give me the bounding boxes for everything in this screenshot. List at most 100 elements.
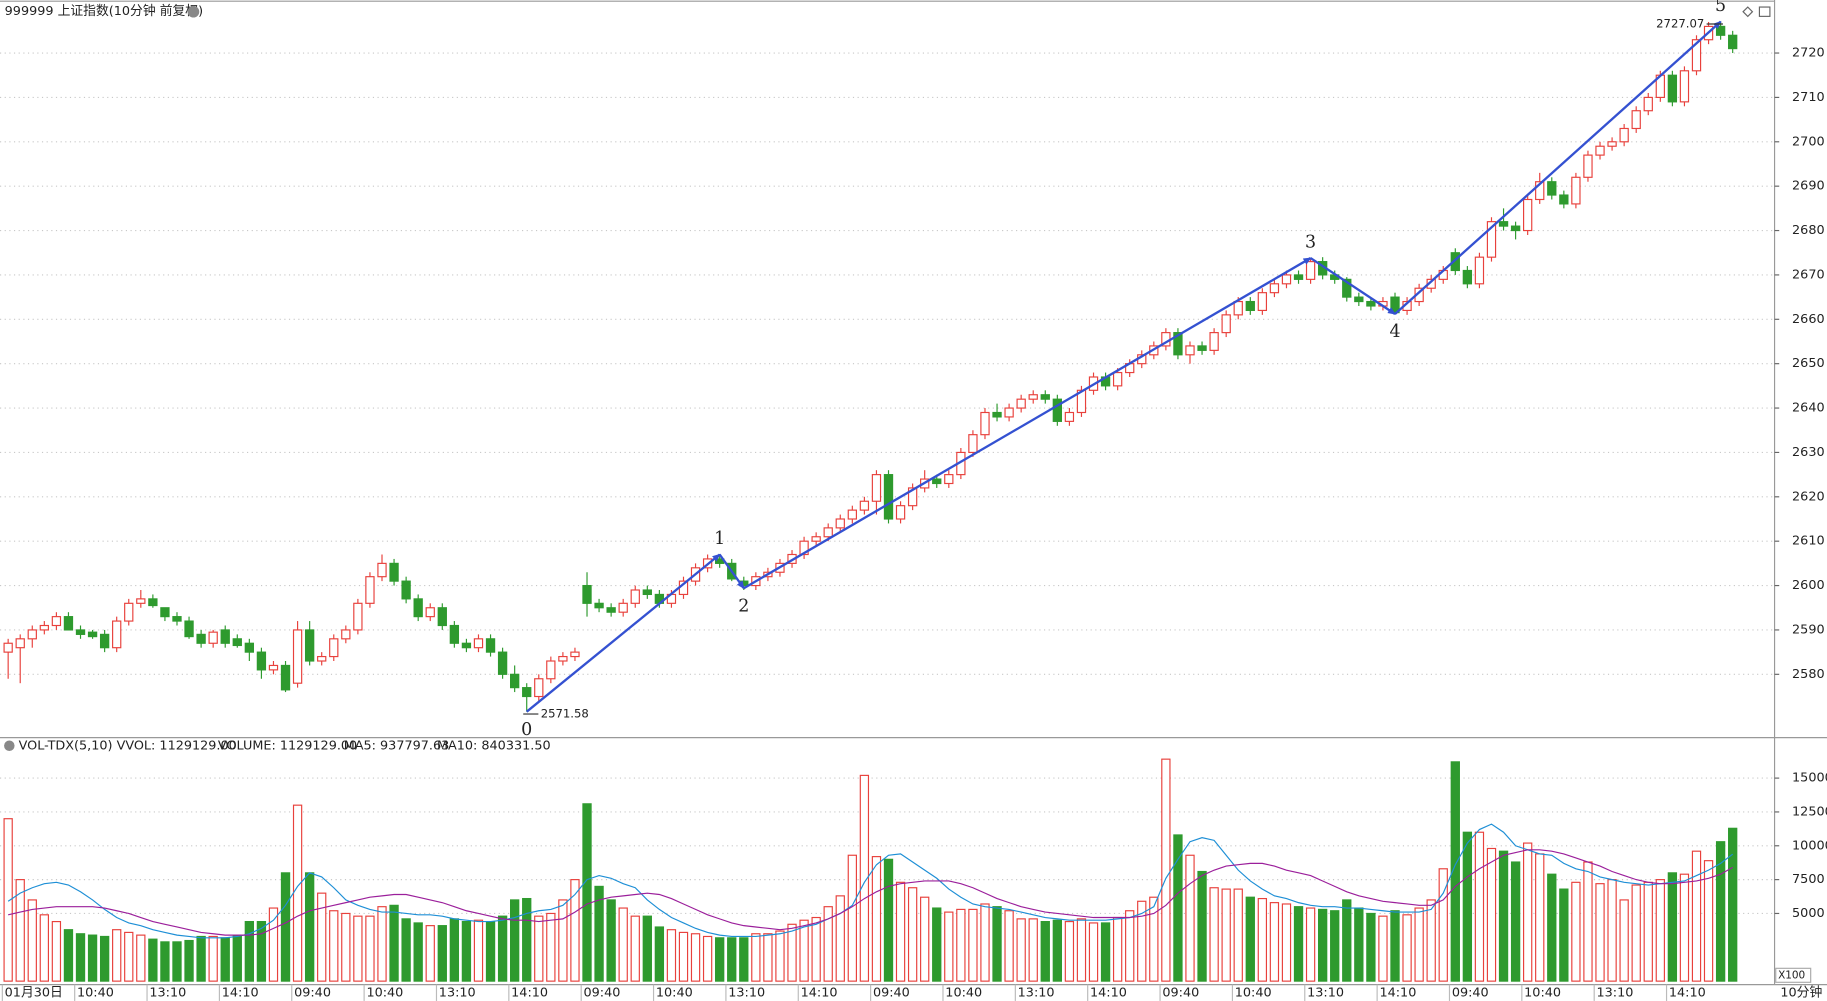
x-tick-label: 09:40	[1162, 985, 1199, 1000]
x-tick-label: 10:40	[656, 985, 693, 1000]
candle-body	[1547, 181, 1557, 196]
volume-bar	[1197, 870, 1207, 982]
volume-bar	[1559, 888, 1569, 982]
volume-bar	[1016, 918, 1026, 982]
volume-bar	[1112, 916, 1123, 982]
volume-bar	[932, 907, 942, 982]
candle-body	[522, 687, 532, 698]
candle-body	[1016, 398, 1026, 409]
x-tick-label: 09:40	[1452, 985, 1489, 1000]
volume-bar	[1450, 761, 1460, 982]
candle-body	[799, 540, 809, 556]
candle-body	[582, 584, 592, 604]
volume-bar	[1269, 902, 1280, 982]
candle-body	[1342, 278, 1352, 298]
wave-segment	[743, 257, 1312, 590]
volume-bar	[172, 941, 182, 982]
candle-body	[1112, 371, 1123, 387]
volume-bar	[1305, 907, 1316, 982]
candle-body	[449, 624, 460, 644]
low-price-label: 2571.58	[541, 707, 589, 721]
panel-icon[interactable]	[1758, 6, 1771, 17]
candle-body	[1221, 314, 1231, 334]
candle-body	[1052, 398, 1063, 422]
volume-current: VOLUME: 1129129.00	[218, 738, 357, 753]
x-tick-label: 14:10	[801, 985, 838, 1000]
candle-body	[389, 562, 399, 582]
volume-bar	[1064, 920, 1075, 982]
candle-body	[594, 602, 604, 609]
volume-bar	[353, 915, 363, 982]
candle-body	[1559, 194, 1569, 205]
volume-bar	[1715, 841, 1726, 982]
ma5-legend: MA5: 937797.63	[344, 738, 450, 753]
candle-body	[871, 474, 882, 502]
volume-bar	[1100, 922, 1111, 982]
candle-body	[413, 598, 423, 618]
ma10-legend: MA10: 840331.50	[437, 738, 551, 753]
volume-bar	[1125, 910, 1135, 982]
volume-bar	[775, 930, 785, 982]
x-tick-label: 13:10	[1018, 985, 1055, 1000]
x-tick-label: 14:10	[222, 985, 259, 1000]
volume-bar	[1342, 899, 1352, 982]
x-tick-label: 13:10	[439, 985, 476, 1000]
volume-bar	[232, 934, 242, 982]
volume-bar	[871, 856, 882, 982]
volume-bar	[1137, 900, 1147, 982]
volume-bar	[160, 941, 170, 982]
candle-body	[317, 655, 327, 662]
volume-bar	[329, 910, 339, 982]
candle-body	[630, 589, 640, 604]
volume-bar	[75, 933, 86, 982]
candle-body	[232, 638, 242, 647]
candle-body	[220, 629, 230, 644]
volume-menu-icon[interactable]	[4, 740, 15, 752]
volume-bar	[1728, 827, 1738, 982]
volume-bar	[763, 933, 773, 982]
x-tick-label: 14:10	[1379, 985, 1416, 1000]
title-menu-icon[interactable]	[187, 5, 200, 18]
volume-bar	[1643, 881, 1653, 982]
volume-bar	[341, 912, 351, 982]
candle-body	[292, 629, 303, 684]
candle-body	[401, 580, 411, 600]
candle-body	[1004, 407, 1014, 418]
candle-body	[304, 629, 315, 662]
candle-body	[15, 638, 25, 649]
candle-body	[1173, 332, 1183, 356]
y-tick-label: 2630	[1792, 445, 1825, 460]
volume-bar	[1390, 910, 1400, 982]
candle-body	[811, 536, 821, 542]
candle-body	[1728, 34, 1738, 50]
y-tick-label: 10000	[1792, 838, 1827, 853]
volume-bar	[630, 915, 640, 982]
candle-body	[485, 638, 496, 653]
candle-body	[112, 620, 122, 649]
volume-bar	[522, 897, 532, 982]
volume-bar	[1378, 915, 1388, 982]
diamond-icon[interactable]	[1742, 6, 1754, 18]
volume-bar	[509, 899, 520, 982]
y-tick-label: 2600	[1792, 578, 1825, 593]
candle-body	[1583, 154, 1593, 178]
y-tick-label: 2610	[1792, 534, 1825, 549]
volume-bar	[1607, 879, 1617, 982]
volume-bar	[220, 937, 230, 982]
x-tick-label: 14:10	[511, 985, 548, 1000]
volume-bar	[1571, 881, 1581, 982]
wave-label: 0	[521, 720, 532, 740]
x-tick-label: 13:10	[149, 985, 186, 1000]
volume-bar	[642, 915, 652, 982]
x-tick-label: 10:40	[77, 985, 114, 1000]
y-tick-label: 2670	[1792, 267, 1825, 282]
candle-body	[75, 629, 86, 635]
wave-segment	[1309, 257, 1396, 315]
candle-body	[1305, 261, 1316, 280]
candle-body	[1631, 110, 1641, 130]
candle-body	[280, 664, 291, 691]
volume-bar	[1510, 861, 1521, 982]
volume-bar	[136, 934, 146, 982]
volume-bar	[787, 923, 797, 982]
